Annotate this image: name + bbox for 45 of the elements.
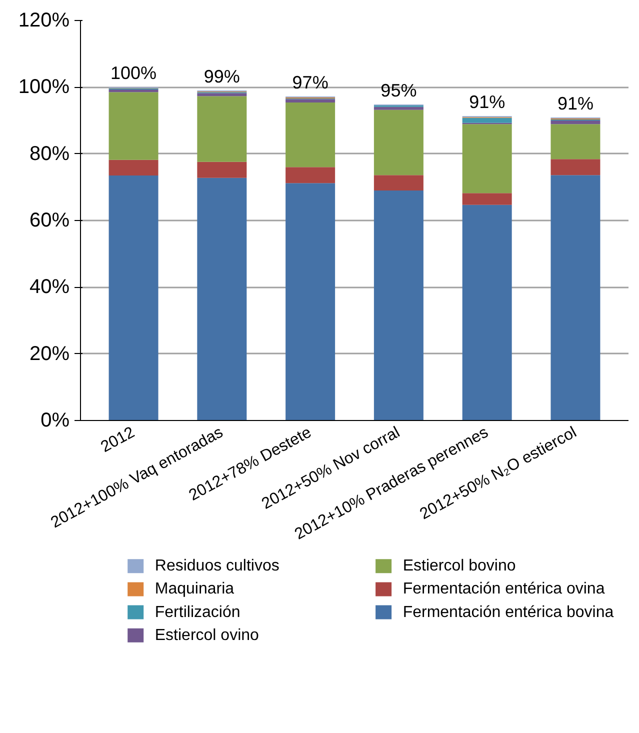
bar [286, 183, 336, 420]
bar [108, 92, 158, 160]
legend-label: Fermentación entérica ovina [402, 580, 605, 598]
legend-label: Estiercol ovino [154, 626, 260, 644]
bar [462, 118, 512, 123]
total-label: 100% [110, 63, 157, 84]
bar [374, 190, 424, 420]
bar [286, 167, 336, 184]
total-label: 95% [380, 80, 417, 100]
bar [108, 90, 158, 92]
bar [108, 160, 158, 176]
y-tick-label: 120% [18, 10, 70, 32]
y-tick-label: 20% [29, 342, 70, 365]
bar [462, 204, 512, 420]
bar [286, 99, 336, 102]
bar [374, 110, 424, 176]
bar [374, 175, 424, 190]
bar [462, 124, 512, 194]
bar [197, 162, 247, 178]
total-label: 91% [469, 92, 506, 112]
bar [108, 176, 158, 420]
y-tick-label: 100% [18, 76, 70, 98]
bar [550, 124, 600, 160]
x-tick-label: 2012 [98, 424, 138, 456]
bar [197, 178, 247, 420]
legend-label: Fertilización [154, 604, 240, 621]
bar [197, 96, 247, 162]
total-label: 99% [204, 66, 240, 86]
y-tick-label: 60% [29, 210, 70, 232]
legend-label: Estiercol bovino [402, 558, 516, 575]
bar [462, 193, 512, 205]
bar [550, 120, 600, 124]
total-label: 91% [557, 94, 594, 114]
bar [286, 102, 336, 168]
bar [550, 159, 600, 176]
y-tick-label: 40% [29, 276, 70, 298]
legend-label: Fermentación entérica bovina [402, 604, 614, 621]
bar [550, 175, 600, 420]
legend-label: Residuos cultivos [154, 558, 280, 575]
bar [374, 106, 424, 110]
y-tick-label: 80% [29, 142, 70, 165]
bar [197, 93, 247, 96]
legend-label: Maquinaria [154, 580, 234, 598]
y-tick-label: 0% [40, 410, 70, 432]
total-label: 97% [292, 72, 328, 92]
